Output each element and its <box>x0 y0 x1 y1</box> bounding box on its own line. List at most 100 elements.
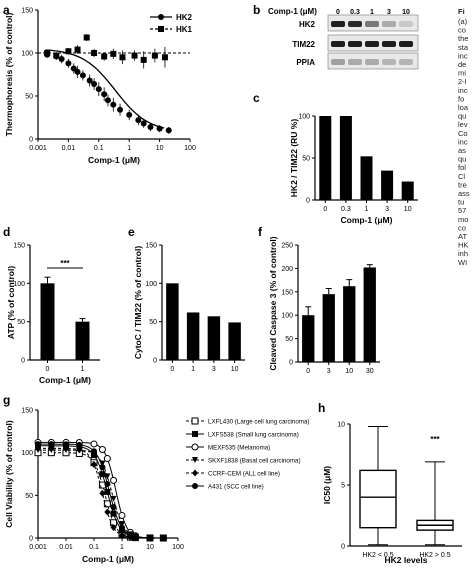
panel-c-hk2-bar-chart: 0 50 100 0 0.3 1 3 10 Comp-1 (μM) HK2 / TIM22 (RU… <box>289 114 418 225</box>
panel-d-ytick-label: 0 <box>21 358 25 365</box>
panel-a-point-hk2 <box>156 125 163 132</box>
panel-a-point-hk2 <box>91 80 98 87</box>
caption-line: the <box>458 34 468 43</box>
panel-g-point <box>104 488 111 495</box>
panel-a-point-hk2 <box>165 127 172 134</box>
panel-f-xtick-label: 10 <box>345 368 353 375</box>
panel-g-point <box>119 524 125 531</box>
blot-band-hk2 <box>348 21 362 27</box>
caption-line: Co <box>458 129 468 138</box>
panel-g-legend-label: LXFS538 (Small lung carcinoma) <box>208 432 299 439</box>
caption-line: inc <box>458 51 468 60</box>
panel-f-bar <box>302 315 315 362</box>
panel-e-bar <box>228 322 241 360</box>
panel-label-d: d <box>3 225 10 239</box>
panel-h-ytick-label: 0 <box>341 544 345 551</box>
panel-c-xtick-label: 3 <box>385 206 389 213</box>
blot-band-tim22 <box>331 41 345 47</box>
caption-line: inh <box>458 249 468 258</box>
panel-g-point <box>99 464 106 471</box>
panel-label-b: b <box>253 3 260 17</box>
panel-a-xtick-label: 0.01 <box>62 145 76 152</box>
panel-a-xtick-label: 100 <box>184 145 196 152</box>
panel-a-ytick-label: 50 <box>25 94 33 101</box>
caption-line: mo <box>458 215 468 224</box>
panel-e-xtick-label: 0 <box>170 366 174 373</box>
panel-g-fit-curve <box>38 443 164 539</box>
panel-f-ytick-label: 150 <box>281 289 293 296</box>
panel-f-ytick-label: 50 <box>285 336 293 343</box>
panel-g-point <box>76 441 83 448</box>
panel-a-xtick-label: 0.1 <box>94 145 104 152</box>
panel-g-ytick-label: 50 <box>25 493 33 500</box>
panel-a-point-hk2 <box>79 72 86 79</box>
panel-e-xtick-label: 10 <box>231 366 239 373</box>
blot-band-ppia <box>399 59 413 65</box>
caption-line: mi <box>458 69 466 78</box>
panel-g-point <box>90 440 98 448</box>
panel-a-legend-label: HK2 <box>176 13 193 22</box>
panel-a-ytick-label: 100 <box>21 51 33 58</box>
panel-a-point-hk1 <box>161 54 168 61</box>
panel-g-legend-marker <box>191 417 199 425</box>
panel-a-point-hk1 <box>151 52 158 59</box>
caption-heading: Fi <box>458 7 465 16</box>
panel-c-bar <box>401 181 414 200</box>
panel-a-xtick-label: 1 <box>127 145 131 152</box>
blot-band-ppia <box>331 59 345 65</box>
panel-f-caspase-bar-chart: 0 50 100 150 200 250 0 3 10 30 Cleaved Caspase 3 (… <box>268 236 380 375</box>
panel-f-xtick-label: 0 <box>306 368 310 375</box>
caption-line: de <box>458 60 466 69</box>
panel-g-point <box>110 510 117 517</box>
panel-e-bar <box>166 283 179 360</box>
panel-label-e: e <box>128 225 135 239</box>
panel-a-point-hk2 <box>140 120 147 127</box>
panel-a-legend-marker <box>158 14 164 20</box>
panel-g-point <box>98 445 106 453</box>
blot-band-tim22 <box>382 41 396 47</box>
panel-a-xtick-label: 10 <box>156 145 164 152</box>
panel-c-y-axis-label: HK2 / TIM22 (RU %) <box>289 119 299 198</box>
panel-g-point <box>91 448 97 455</box>
blot-band-hk2 <box>382 21 396 27</box>
panel-f-xtick-label: 30 <box>366 368 374 375</box>
panel-f-bar <box>363 267 376 362</box>
caption-line: as <box>458 146 466 155</box>
panel-a-xtick-label: 0.001 <box>29 145 47 152</box>
panel-a-point-hk1 <box>101 53 108 60</box>
caption-line: HK <box>458 241 468 250</box>
panel-g-point <box>99 489 106 497</box>
panel-g-legend-marker <box>191 443 199 451</box>
blot-band-ppia <box>382 59 396 65</box>
caption-line: 2-I <box>458 77 467 86</box>
panel-g-legend-label: LXFL430 (Large cell lung carcinoma) <box>208 419 309 426</box>
panel-a-point-hk2 <box>104 97 111 104</box>
panel-e-ytick-label: 150 <box>145 243 157 250</box>
panel-c-bar <box>360 156 373 200</box>
panel-a-point-hk2 <box>110 101 117 108</box>
blot-band-ppia <box>365 59 379 65</box>
blot-band-tim22 <box>399 41 413 47</box>
blot-conc-label: Comp-1 (μM) <box>268 7 317 16</box>
panel-c-ytick-label: 50 <box>302 156 310 163</box>
panel-g-legend-label: MEXF535 (Melanoma) <box>208 445 270 452</box>
panel-e-ytick-label: 50 <box>149 319 157 326</box>
panel-g-legend-marker <box>192 469 198 477</box>
panel-g-xtick-label: 0.001 <box>29 544 47 551</box>
caption-line: inc <box>458 86 468 95</box>
panel-a-point-hk1 <box>140 56 147 63</box>
panel-g-legend-label: CCRF-CEM (ALL cell line) <box>208 471 280 478</box>
panel-c-ytick-label: 100 <box>298 114 310 121</box>
panel-f-ytick-label: 0 <box>289 360 293 367</box>
panel-g-fit-curve <box>38 449 164 539</box>
blot-band-hk2 <box>399 21 413 27</box>
panel-g-point <box>104 480 111 487</box>
panel-g-point <box>91 460 97 468</box>
panel-g-point <box>104 473 111 480</box>
panel-d-significance-stars: *** <box>60 259 70 268</box>
side-caption: Fi(a)cothestaincdemi2-IincfoloaqulevCoin… <box>458 7 470 267</box>
panel-g-legend-marker <box>192 431 198 437</box>
panel-g-point <box>110 476 118 484</box>
panel-e-y-axis-label: CytoC / TIM22 (% of control) <box>133 246 143 360</box>
panel-g-xtick-label: 1 <box>120 544 124 551</box>
